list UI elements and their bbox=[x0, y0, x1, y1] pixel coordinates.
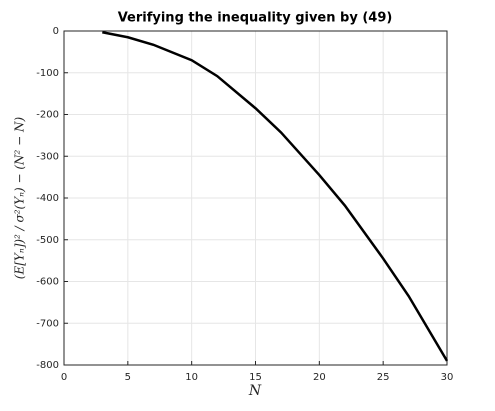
y-tick-label: -700 bbox=[36, 318, 59, 329]
y-tick-label: -300 bbox=[36, 151, 59, 162]
chart-title: Verifying the inequality given by (49) bbox=[118, 11, 393, 26]
data-line bbox=[102, 31, 449, 362]
x-tick-label: 10 bbox=[185, 372, 198, 383]
x-tick-label: 5 bbox=[125, 372, 131, 383]
x-tick-label: 0 bbox=[61, 372, 67, 383]
x-tick-label: 30 bbox=[441, 372, 454, 383]
y-tick-label: 0 bbox=[53, 26, 59, 37]
y-tick-label: -100 bbox=[36, 68, 59, 79]
y-axis-label: (E[Yₙ])² / σ²(Yₙ) − (N² − N) bbox=[13, 116, 27, 279]
x-tick-label: 25 bbox=[377, 372, 390, 383]
x-axis-label: N bbox=[248, 383, 262, 399]
x-tick-label: 15 bbox=[249, 372, 262, 383]
x-tick-label: 20 bbox=[313, 372, 326, 383]
y-tick-label: -600 bbox=[36, 277, 59, 288]
plot-frame bbox=[63, 30, 448, 366]
y-tick-label: -400 bbox=[36, 193, 59, 204]
y-tick-label: -800 bbox=[36, 360, 59, 371]
y-tick-label: -500 bbox=[36, 235, 59, 246]
y-tick-label: -200 bbox=[36, 110, 59, 121]
